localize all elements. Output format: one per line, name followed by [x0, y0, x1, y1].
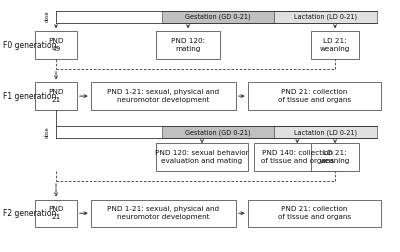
Bar [156, 31, 220, 59]
Text: LD 21:
weaning: LD 21: weaning [320, 150, 350, 164]
Bar [254, 143, 341, 171]
Bar [311, 143, 359, 171]
Text: Gestation (GD 0-21): Gestation (GD 0-21) [185, 129, 251, 136]
Text: dose: dose [45, 127, 50, 138]
Text: PND 21: collection
of tissue and organs: PND 21: collection of tissue and organs [278, 206, 351, 220]
Bar [91, 200, 236, 227]
Bar [35, 82, 77, 110]
Text: Lactation (LD 0-21): Lactation (LD 0-21) [294, 13, 357, 20]
Bar [248, 82, 381, 110]
Text: PND 1-21: sexual, physical and
neuromotor development: PND 1-21: sexual, physical and neuromoto… [107, 206, 219, 220]
Text: PND
21: PND 21 [48, 206, 64, 220]
Text: LD 21:
weaning: LD 21: weaning [320, 38, 350, 52]
Bar [35, 31, 77, 59]
Bar [248, 200, 381, 227]
Bar [274, 11, 377, 23]
Bar [274, 127, 377, 138]
Text: PND 120: sexual behavior
evaluation and mating: PND 120: sexual behavior evaluation and … [155, 150, 249, 164]
Text: F1 generation:: F1 generation: [3, 91, 59, 101]
Text: PND 1-21: sexual, physical and
neuromotor development: PND 1-21: sexual, physical and neuromoto… [107, 89, 219, 103]
Bar [156, 143, 248, 171]
Bar [91, 82, 236, 110]
Bar [162, 11, 274, 23]
Text: Gestation (GD 0-21): Gestation (GD 0-21) [185, 13, 251, 20]
Text: PND 120:
mating: PND 120: mating [171, 38, 205, 52]
Text: F0 generation:: F0 generation: [3, 41, 59, 49]
Text: PND
21: PND 21 [48, 89, 64, 103]
Text: Lactation (LD 0-21): Lactation (LD 0-21) [294, 129, 357, 136]
Bar [162, 127, 274, 138]
Text: F2 generation:: F2 generation: [3, 209, 59, 218]
Bar [35, 200, 77, 227]
Text: dose: dose [45, 11, 50, 22]
Text: PND
49: PND 49 [48, 38, 64, 52]
Bar [311, 31, 359, 59]
Text: PND 140: collection
of tissue and organs: PND 140: collection of tissue and organs [261, 150, 334, 164]
Text: PND 21: collection
of tissue and organs: PND 21: collection of tissue and organs [278, 89, 351, 103]
